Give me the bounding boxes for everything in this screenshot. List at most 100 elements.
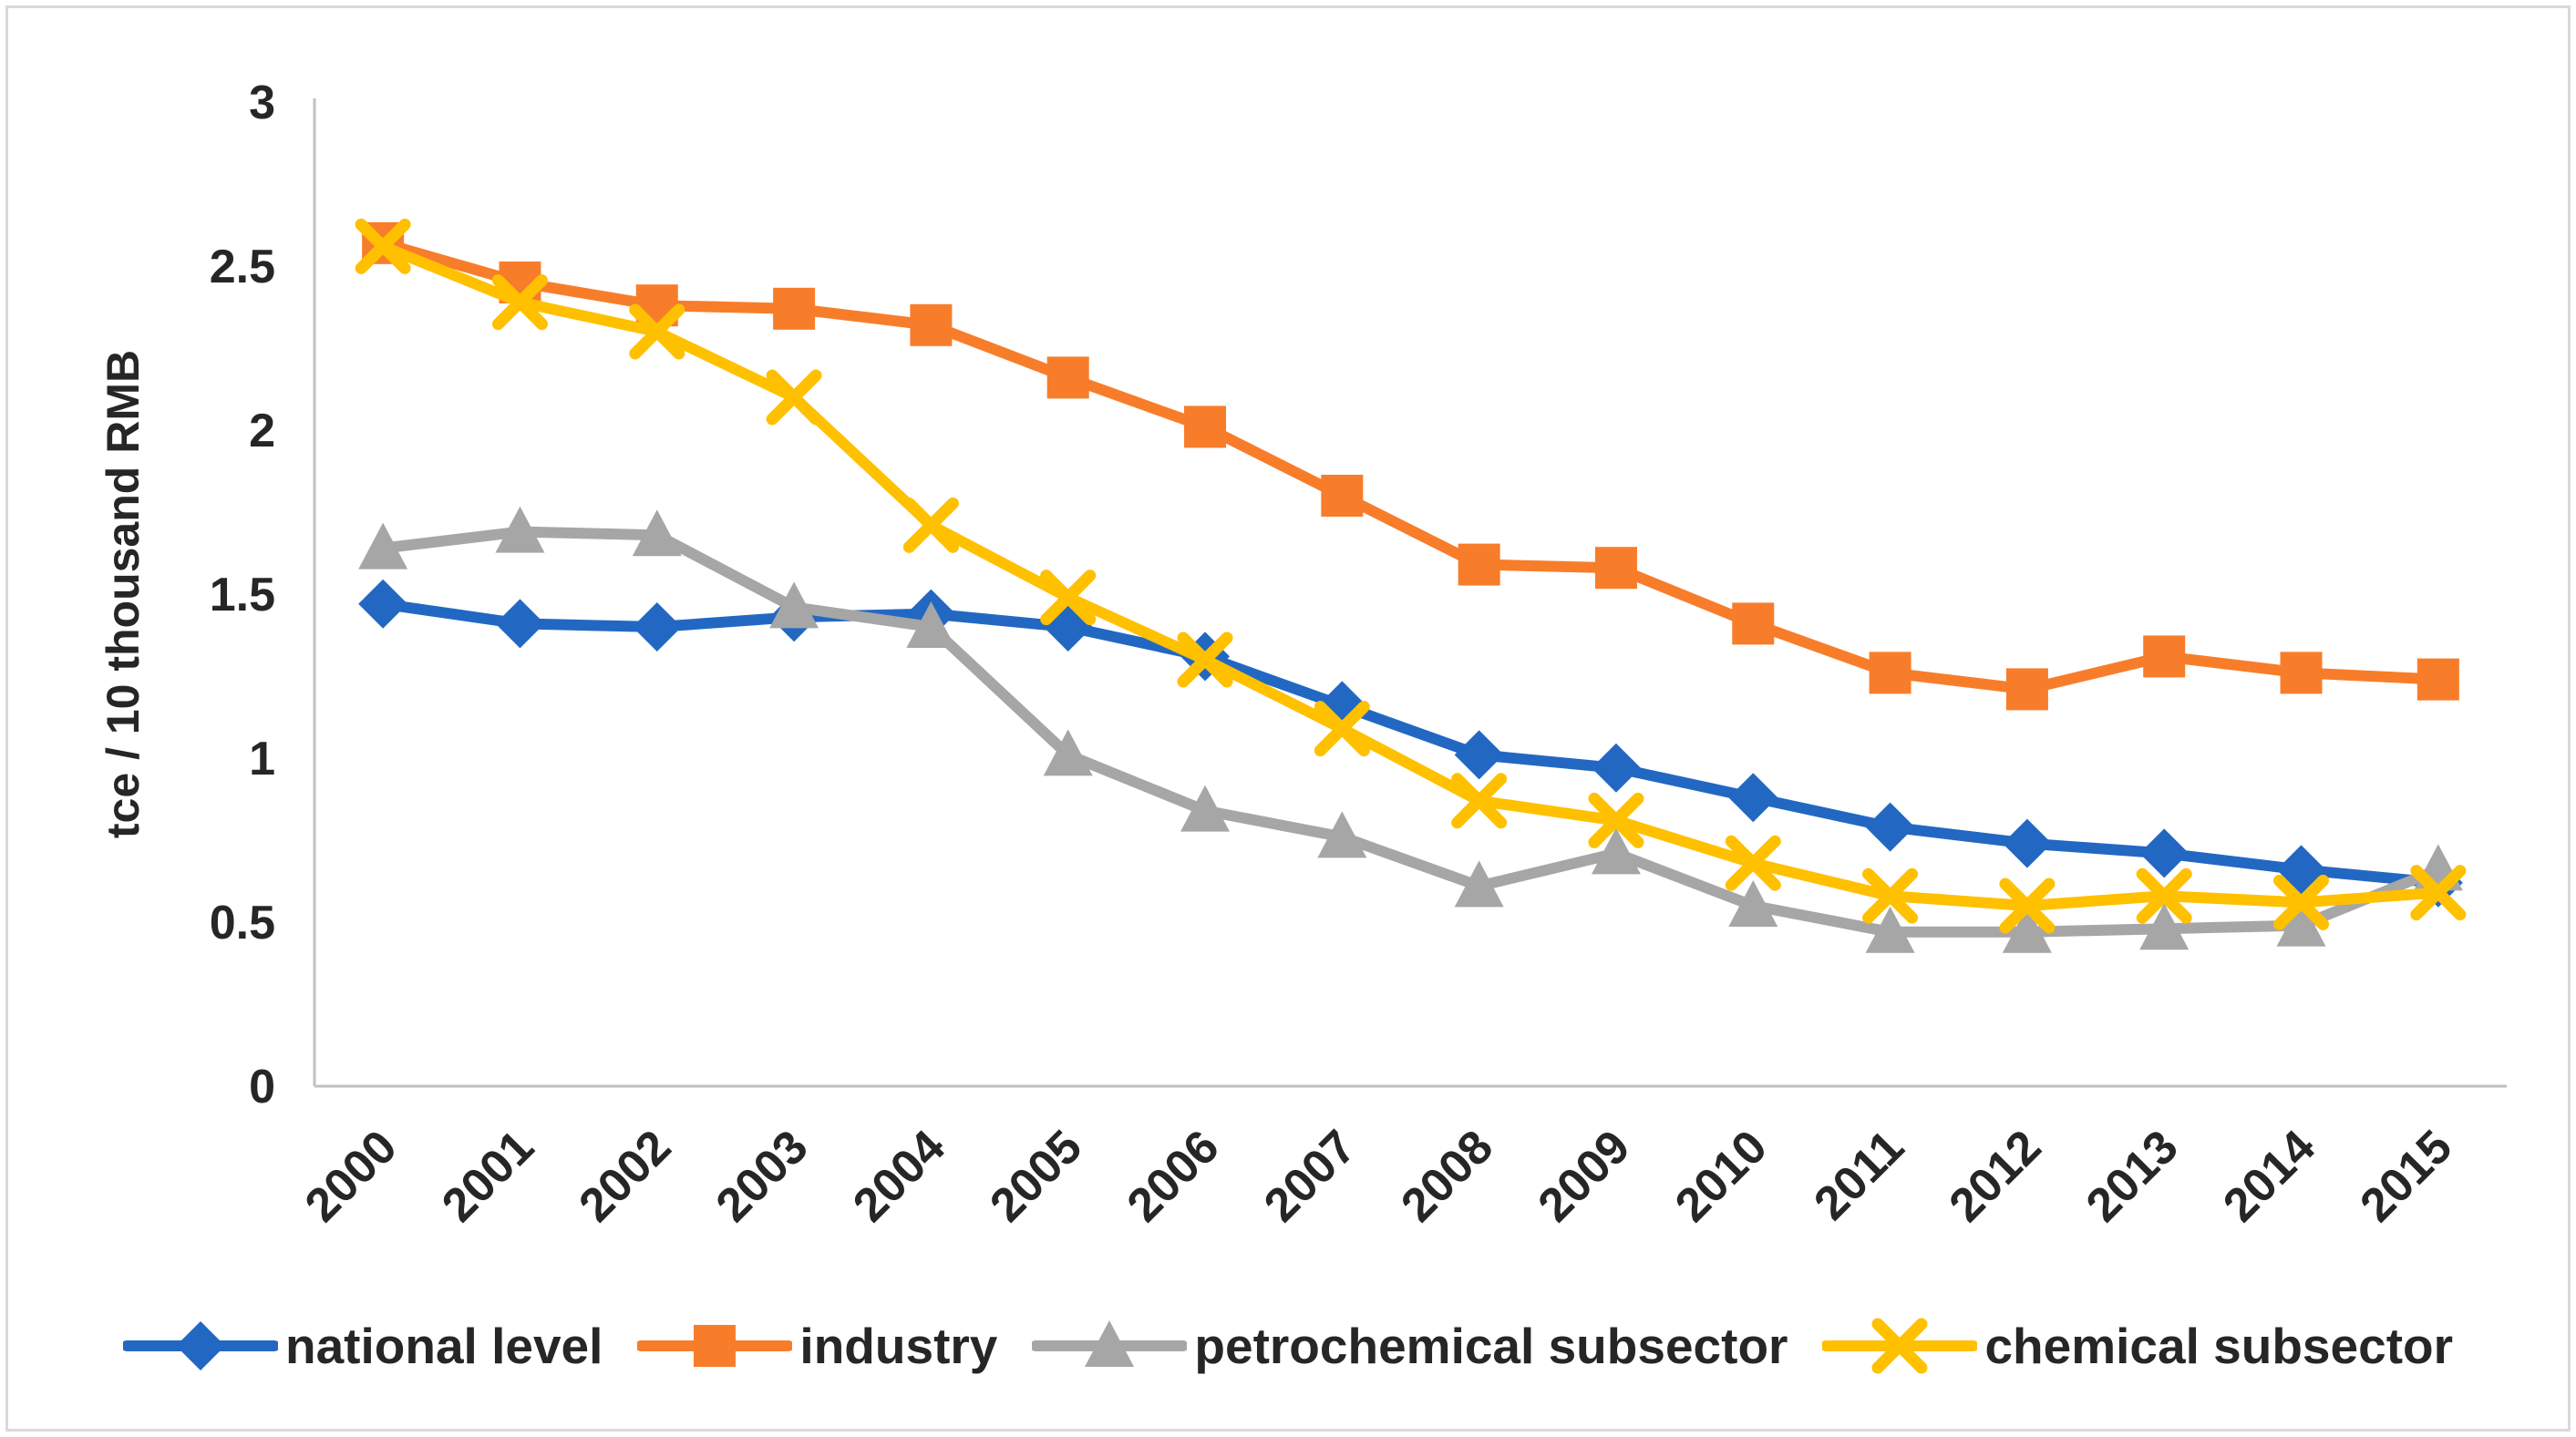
x-tick-label: 2011 [1804,1120,1914,1230]
series-marker-chemical-subsector [1999,878,2056,934]
series-marker-industry [1046,356,1089,399]
series-marker-industry [2280,652,2323,694]
series-marker-chemical-subsector [2136,867,2192,924]
series-marker-chemical-subsector [1588,792,1644,848]
legend: national level industry petrochemical su… [0,1317,2576,1375]
x-tick-label: 2006 [1118,1120,1230,1232]
series-marker-national-level [2002,818,2052,868]
series-marker-chemical-subsector [766,369,822,426]
series-marker-national-level [358,579,408,629]
series-marker-industry [773,287,816,330]
legend-item-industry: industry [635,1317,998,1375]
x-tick-label: 2004 [843,1120,955,1232]
series-marker-industry [1732,602,1775,645]
legend-item-national-level: national level [120,1317,603,1375]
series-marker-national-level [1728,773,1778,823]
legend-label: industry [799,1318,998,1374]
series-marker-petrochemical-subsector [2002,906,2052,953]
y-tick-label: 2 [249,405,275,457]
x-tick-label: 2015 [2351,1120,2463,1232]
legend-item-chemical-subsector: chemical subsector [1820,1317,2454,1375]
series-marker-chemical-subsector [1177,631,1233,688]
square-marker-icon [635,1325,795,1367]
series-marker-chemical-subsector [2410,865,2467,921]
series-marker-chemical-subsector [1314,701,1370,757]
series-marker-chemical-subsector [902,497,959,553]
series-marker-petrochemical-subsector [1317,811,1367,858]
legend-label: petrochemical subsector [1194,1318,1788,1374]
series-marker-industry [2143,635,2186,678]
series-marker-petrochemical-subsector [2139,903,2190,950]
series-marker-petrochemical-subsector [906,601,956,648]
legend-label: national level [284,1318,603,1374]
y-tick-label: 3 [249,77,275,129]
series-marker-industry [1594,547,1637,590]
series-marker-petrochemical-subsector [1865,906,1915,953]
legend-label: chemical subsector [1984,1318,2454,1374]
series-marker-national-level [2139,828,2190,878]
x-tick-label: 2013 [2076,1120,2189,1232]
series-marker-industry [1458,543,1500,586]
series-marker-industry [2416,658,2459,701]
series-marker-chemical-subsector [355,218,411,274]
series-marker-petrochemical-subsector [2276,899,2326,947]
series-marker-national-level [1454,730,1504,780]
series-marker-chemical-subsector [1862,867,1919,924]
series-marker-petrochemical-subsector [1728,880,1778,927]
x-tick-label: 2008 [1391,1120,1503,1232]
series-marker-national-level [1865,802,1915,852]
diamond-marker-icon [175,1321,225,1370]
x-tick-label: 2000 [295,1120,407,1232]
series-marker-chemical-subsector [1040,570,1097,626]
y-tick-label: 0.5 [210,897,275,949]
series-marker-petrochemical-subsector [495,506,545,553]
series-marker-petrochemical-subsector [1454,860,1504,908]
series-line-petrochemical-subsector [377,526,2444,938]
x-marker-icon [1871,1318,1928,1374]
series-marker-petrochemical-subsector [358,522,408,570]
series-line-chemical-subsector [377,241,2444,911]
x-tick-label: 2009 [1529,1120,1641,1232]
series-line-industry [377,237,2444,695]
square-marker-icon [694,1325,737,1367]
series-marker-petrochemical-subsector [769,581,819,629]
x-marker-icon [1820,1317,1980,1375]
series-marker-petrochemical-subsector [1043,729,1093,776]
y-tick-label: 1 [249,733,275,785]
square-marker-icon [635,1317,795,1375]
series-marker-chemical-subsector [1725,835,1781,891]
y-axis-title: tce / 10 thousand RMB [98,350,149,838]
series-marker-chemical-subsector [1451,773,1508,829]
x-tick-label: 2003 [706,1120,819,1232]
diamond-marker-icon [120,1317,280,1375]
triangle-marker-icon [1030,1317,1190,1375]
y-tick-label: 1.5 [210,569,275,621]
x-marker-icon [1820,1318,1980,1374]
series-marker-petrochemical-subsector [1591,827,1641,875]
series-marker-national-level [1591,743,1641,793]
series-marker-petrochemical-subsector [632,509,682,557]
series-marker-chemical-subsector [629,303,685,360]
x-tick-label: 2001 [432,1120,544,1232]
series-marker-industry [1184,405,1227,448]
series-marker-industry [1321,475,1364,517]
x-tick-label: 2012 [1940,1120,2052,1232]
x-tick-label: 2002 [569,1120,681,1232]
x-tick-label: 2010 [1665,1120,1777,1232]
triangle-marker-icon [1085,1320,1135,1367]
series-marker-national-level [632,602,682,652]
y-tick-label: 0 [249,1061,275,1114]
x-tick-label: 2005 [980,1120,1092,1232]
x-tick-label: 2007 [1254,1120,1366,1232]
series-marker-industry [2005,668,2048,711]
series-line-national-level [377,598,2444,888]
series-marker-petrochemical-subsector [1180,785,1231,832]
x-tick-label: 2014 [2213,1120,2325,1232]
series-marker-national-level [495,599,545,649]
series-marker-chemical-subsector [491,274,548,331]
series-marker-chemical-subsector [2273,874,2330,930]
triangle-marker-icon [1030,1320,1190,1367]
series-marker-industry [910,303,953,346]
series-marker-industry [1869,652,1911,694]
